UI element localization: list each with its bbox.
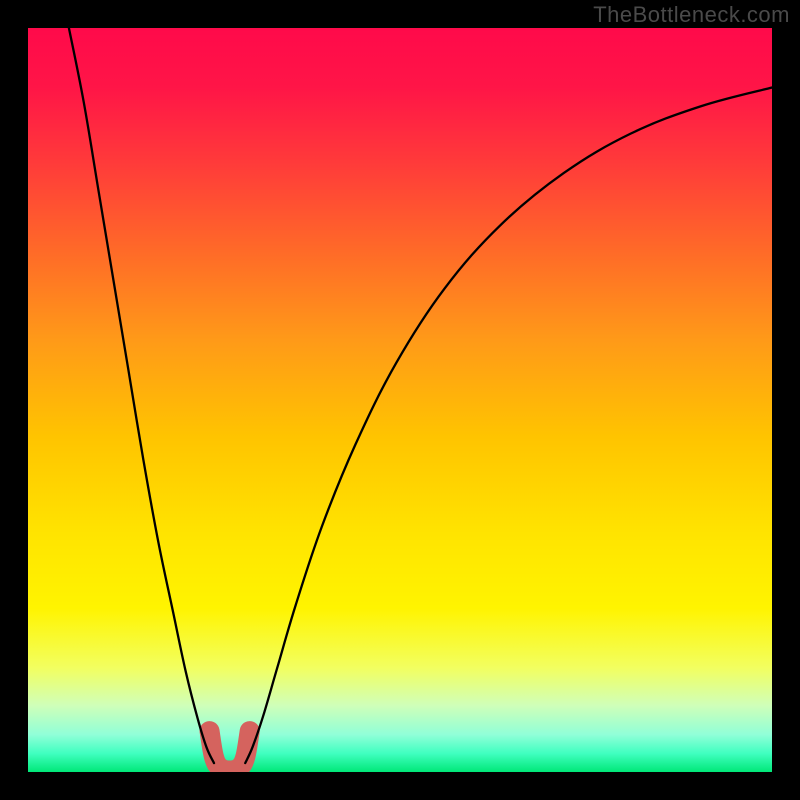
chart-stage: TheBottleneck.com [0,0,800,800]
watermark-text: TheBottleneck.com [593,2,790,28]
chart-gradient-background [28,28,772,772]
bottleneck-chart [0,0,800,800]
